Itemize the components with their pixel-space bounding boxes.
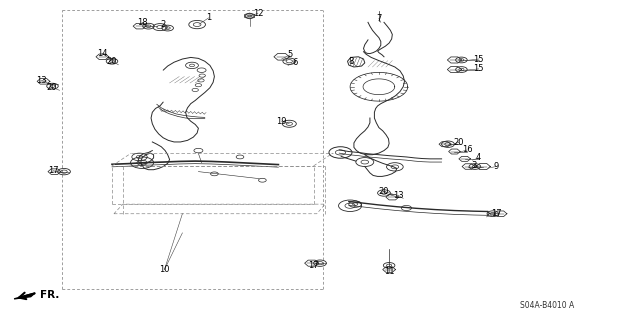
Text: 11: 11 xyxy=(384,267,394,276)
Text: 15: 15 xyxy=(474,55,484,63)
Text: 1: 1 xyxy=(206,13,211,22)
Text: 17: 17 xyxy=(491,209,501,218)
Text: 16: 16 xyxy=(462,145,472,154)
Text: 9: 9 xyxy=(493,162,499,171)
Text: 14: 14 xyxy=(97,49,108,58)
Text: 15: 15 xyxy=(474,64,484,73)
Text: 13: 13 xyxy=(36,76,47,85)
Text: 3: 3 xyxy=(471,161,476,170)
Text: 2: 2 xyxy=(161,20,166,29)
Text: 12: 12 xyxy=(253,9,263,18)
Text: 17: 17 xyxy=(48,166,58,175)
Text: 8: 8 xyxy=(348,57,353,66)
Text: 18: 18 xyxy=(137,18,147,27)
Text: 20: 20 xyxy=(46,83,56,92)
Text: 5: 5 xyxy=(287,50,292,59)
Text: 19: 19 xyxy=(276,117,287,126)
Text: 13: 13 xyxy=(393,191,403,200)
Text: 17: 17 xyxy=(308,261,319,270)
Text: 7: 7 xyxy=(376,14,381,23)
Text: S04A-B4010 A: S04A-B4010 A xyxy=(520,301,574,310)
Text: 20: 20 xyxy=(107,57,117,66)
Text: 20: 20 xyxy=(454,138,464,147)
Text: 4: 4 xyxy=(476,153,481,162)
Text: 10: 10 xyxy=(159,265,170,274)
Text: 6: 6 xyxy=(292,58,298,67)
Polygon shape xyxy=(14,293,35,299)
Text: FR.: FR. xyxy=(40,290,60,300)
Text: 20: 20 xyxy=(379,187,389,196)
